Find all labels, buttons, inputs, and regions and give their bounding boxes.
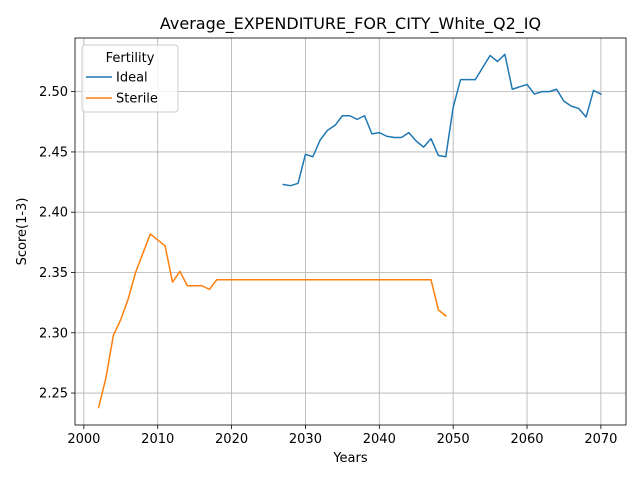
y-tick-label: 2.35 bbox=[39, 266, 68, 281]
y-tick-label: 2.40 bbox=[39, 206, 68, 221]
y-tick-label: 2.25 bbox=[39, 387, 68, 402]
legend-label-sterile: Sterile bbox=[116, 92, 158, 107]
legend-label-ideal: Ideal bbox=[116, 71, 148, 86]
x-tick-label: 2020 bbox=[215, 432, 248, 447]
x-axis-title: Years bbox=[332, 451, 368, 466]
y-tick-label: 2.30 bbox=[39, 326, 68, 341]
x-tick-label: 2000 bbox=[67, 432, 100, 447]
x-tick-label: 2040 bbox=[363, 432, 396, 447]
y-tick-label: 2.50 bbox=[39, 85, 68, 100]
x-tick-label: 2030 bbox=[289, 432, 322, 447]
series-lines bbox=[97, 53, 602, 409]
chart-title: Average_EXPENDITURE_FOR_CITY_White_Q2_IQ bbox=[160, 14, 541, 34]
series-line-sterile bbox=[97, 233, 447, 409]
legend-title: Fertility bbox=[106, 51, 155, 66]
axis-ticks: 2000 2010 2020 2030 2040 2050 2060 2070 2.25 2.30… bbox=[39, 85, 617, 447]
legend-box bbox=[81, 44, 179, 113]
x-tick-label: 2050 bbox=[437, 432, 470, 447]
plot-frame bbox=[74, 37, 627, 426]
x-tick-label: 2010 bbox=[141, 432, 174, 447]
y-tick-label: 2.45 bbox=[39, 145, 68, 160]
y-axis-title: Score(1-3) bbox=[15, 198, 30, 266]
series-line-ideal bbox=[282, 53, 602, 187]
legend: Fertility Ideal Sterile bbox=[81, 44, 179, 113]
x-tick-label: 2070 bbox=[584, 432, 617, 447]
x-tick-label: 2060 bbox=[510, 432, 543, 447]
grid bbox=[75, 38, 626, 425]
